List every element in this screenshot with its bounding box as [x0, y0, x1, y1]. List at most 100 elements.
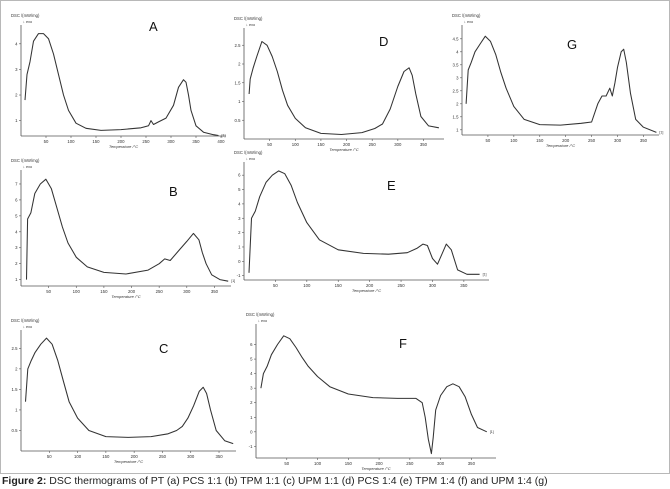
panel-b-y-tick-label: 6 — [15, 197, 18, 202]
panel-b-x-tick-label: 350 — [211, 289, 219, 294]
panel-d-y-tick-label: 2 — [238, 62, 241, 67]
panel-e-x-tick-label: 250 — [397, 283, 405, 288]
panel-d-title: DSC /(mW/mg) — [234, 16, 263, 21]
panel-a-x-tick-label: 300 — [167, 139, 175, 144]
panel-a-y-tick-label: 1 — [15, 118, 18, 123]
panel-a-letter: A — [149, 19, 158, 34]
panel-a-exo-marker: ↓ exo — [23, 20, 32, 24]
panel-g-y-tick-label: 2.5 — [453, 88, 460, 93]
panel-g-y-tick-label: 4 — [456, 49, 459, 54]
panel-e-x-axis-label: Temperature /°C — [352, 288, 381, 293]
panel-a-title: DSC /(mW/mg) — [11, 13, 40, 18]
panel-a-thermogram-curve — [24, 33, 219, 137]
panel-f-x-tick-label: 300 — [437, 461, 445, 466]
panel-e-x-tick-label: 100 — [303, 283, 311, 288]
panel-e-x-tick-label: 200 — [366, 283, 374, 288]
panel-a-x-tick-label: 250 — [142, 139, 150, 144]
panel-d-x-tick-label: 350 — [420, 142, 428, 147]
panel-b-y-tick-label: 7 — [15, 181, 18, 186]
panel-d-exo-marker: ↓ exo — [246, 23, 255, 27]
panel-b-y-tick-label: 3 — [15, 245, 18, 250]
panel-a-end-label: [1] — [222, 133, 226, 137]
panel-c-x-axis-label: Temperature /°C — [114, 459, 143, 464]
panel-f-x-axis-label: Temperature /°C — [361, 466, 390, 471]
panel-a-x-tick-label: 200 — [117, 139, 125, 144]
panel-d-y-tick-label: 1 — [238, 99, 241, 104]
panel-d-x-tick-label: 250 — [369, 142, 377, 147]
panel-c-x-tick-label: 100 — [74, 454, 82, 459]
panel-b-x-tick-label: 250 — [156, 289, 164, 294]
panel-b-title: DSC /(mW/mg) — [11, 158, 40, 163]
panel-b-y-tick-label: 1 — [15, 277, 18, 282]
panel-e-y-tick-label: 1 — [238, 244, 241, 249]
panel-g-y-tick-label: 1.5 — [453, 114, 460, 119]
panel-f-thermogram-curve — [260, 335, 488, 455]
panel-g-thermogram-curve — [465, 35, 657, 133]
panel-b-x-tick-label: 50 — [46, 289, 51, 294]
panel-a-x-tick-label: 150 — [92, 139, 100, 144]
panel-b-y-tick-label: 5 — [15, 213, 18, 218]
panel-c-y-tick-label: 0.5 — [12, 428, 19, 433]
panel-a-y-tick-label: 2 — [15, 93, 18, 98]
panel-f-exo-marker: ↓ exo — [258, 319, 267, 323]
panel-c-letter: C — [159, 341, 168, 356]
panel-g-x-tick-label: 200 — [562, 138, 570, 143]
panel-f-y-tick-label: -1 — [249, 444, 253, 449]
panel-a-x-tick-label: 350 — [192, 139, 200, 144]
panel-a-y-tick-label: 3 — [15, 67, 18, 72]
panel-d-x-tick-label: 150 — [317, 142, 325, 147]
panel-e-y-tick-label: 0 — [238, 259, 241, 264]
panel-c-y-tick-label: 2.5 — [12, 346, 19, 351]
panel-c-title: DSC /(mW/mg) — [11, 318, 40, 323]
panel-f-x-tick-label: 250 — [406, 461, 414, 466]
panel-g-x-axis-label: Temperature /°C — [546, 143, 575, 148]
panel-b-exo-marker: ↓ exo — [23, 165, 32, 169]
panel-a-y-tick-label: 4 — [15, 41, 18, 46]
panel-a-x-tick-label: 400 — [217, 139, 225, 144]
panel-b-x-tick-label: 150 — [100, 289, 108, 294]
panel-e-title: DSC /(mW/mg) — [234, 150, 263, 155]
panel-a-x-axis-label: Temperature /°C — [109, 144, 138, 149]
panel-f-y-tick-label: 0 — [250, 429, 253, 434]
panel-a-x-tick-label: 50 — [44, 139, 49, 144]
caption-text: DSC thermograms of PT (a) PCS 1:1 (b) TP… — [46, 475, 548, 487]
panel-d-x-tick-label: 300 — [394, 142, 402, 147]
panel-d-y-tick-label: 1.5 — [235, 80, 242, 85]
panel-f-y-tick-label: 5 — [250, 357, 253, 362]
panel-c-x-tick-label: 250 — [159, 454, 167, 459]
panel-g-letter: G — [567, 37, 577, 52]
panel-b-y-tick-label: 2 — [15, 261, 18, 266]
panel-f-title: DSC /(mW/mg) — [246, 312, 275, 317]
panel-g-x-tick-label: 150 — [536, 138, 544, 143]
panel-e-y-tick-label: 5 — [238, 187, 241, 192]
panel-b-x-tick-label: 100 — [73, 289, 81, 294]
panel-e-x-tick-label: 150 — [335, 283, 343, 288]
panel-d-thermogram-curve — [248, 40, 439, 136]
panel-g-x-tick-label: 300 — [614, 138, 622, 143]
panel-e-y-tick-label: 4 — [238, 201, 241, 206]
panel-c-x-tick-label: 50 — [47, 454, 52, 459]
panel-f-letter: F — [399, 336, 407, 351]
panel-f-y-tick-label: 1 — [250, 415, 253, 420]
panel-d-letter: D — [379, 34, 388, 49]
panel-c-x-tick-label: 200 — [131, 454, 139, 459]
panel-g-y-tick-label: 4.5 — [453, 36, 460, 41]
panel-c-y-tick-label: 1.5 — [12, 387, 19, 392]
panel-e-y-tick-label: -1 — [237, 273, 241, 278]
panel-f-x-tick-label: 50 — [284, 461, 289, 466]
panel-f-x-tick-label: 100 — [314, 461, 322, 466]
figure-panel: DSC /(mW/mg) ↓ exo 50 100 150 200 250 300 350 400… — [0, 0, 670, 474]
panel-e-x-tick-label: 300 — [429, 283, 437, 288]
panel-e-y-tick-label: 2 — [238, 230, 241, 235]
panel-g-x-tick-label: 50 — [486, 138, 491, 143]
panel-g-y-tick-label: 3.5 — [453, 62, 460, 67]
panel-b-x-tick-label: 300 — [183, 289, 191, 294]
panel-g-x-tick-label: 350 — [640, 138, 648, 143]
panel-f-y-tick-label: 4 — [250, 371, 253, 376]
panel-g-y-tick-label: 3 — [456, 75, 459, 80]
panel-g-y-tick-label: 2 — [456, 101, 459, 106]
panel-a-x-tick-label: 100 — [67, 139, 75, 144]
panel-c-y-tick-label: 1 — [15, 407, 18, 412]
panel-d-y-tick-label: 0.5 — [235, 118, 242, 123]
panel-c-x-tick-label: 300 — [187, 454, 195, 459]
